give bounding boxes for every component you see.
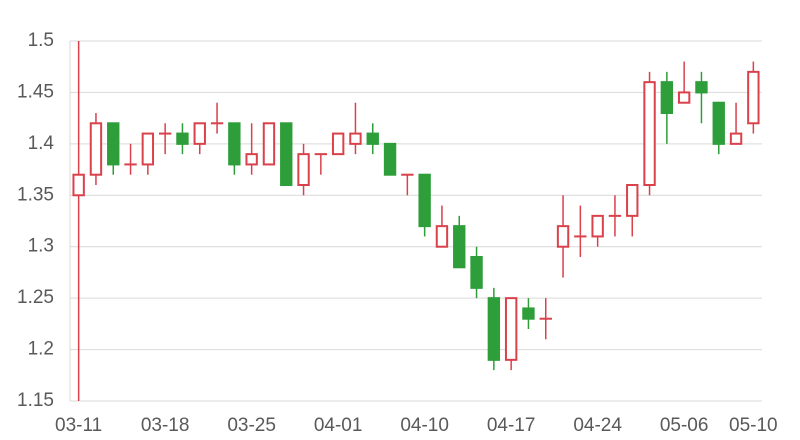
y-tick-label: 1.15 bbox=[17, 390, 54, 411]
candle-body bbox=[453, 225, 466, 269]
x-tick-label: 04-01 bbox=[314, 415, 363, 436]
candle-body bbox=[695, 81, 708, 94]
x-tick-label: 03-11 bbox=[55, 415, 102, 436]
candle-body bbox=[89, 122, 103, 176]
candle-body bbox=[141, 132, 155, 166]
y-tick-label: 1.2 bbox=[28, 339, 54, 360]
x-tick-label: 03-18 bbox=[141, 415, 190, 436]
candle-body bbox=[176, 132, 189, 145]
y-tick-label: 1.25 bbox=[17, 287, 54, 308]
x-tick-label: 04-17 bbox=[487, 415, 536, 436]
y-tick-label: 1.4 bbox=[28, 133, 55, 154]
candle-body bbox=[556, 225, 570, 248]
x-tick-label: 04-10 bbox=[400, 415, 449, 436]
y-tick-label: 1.35 bbox=[17, 184, 54, 205]
candle-body bbox=[245, 153, 258, 166]
candle-body bbox=[228, 122, 241, 166]
x-tick-label: 05-10 bbox=[729, 415, 778, 436]
candle-body bbox=[522, 307, 535, 320]
y-tick-label: 1.5 bbox=[28, 30, 54, 51]
candle-body bbox=[712, 101, 725, 145]
candle-body bbox=[660, 81, 674, 115]
candle-body bbox=[504, 297, 518, 361]
x-tick-label: 03-25 bbox=[227, 415, 276, 436]
candle-body bbox=[435, 225, 449, 248]
candle-body bbox=[107, 122, 120, 166]
candle-body bbox=[643, 81, 656, 186]
candle-body bbox=[349, 132, 362, 145]
candle-body bbox=[366, 132, 379, 145]
candle-body bbox=[626, 184, 639, 217]
x-tick-label: 05-06 bbox=[660, 415, 709, 436]
candle-body bbox=[262, 122, 276, 166]
candle-body bbox=[418, 173, 431, 228]
candle-body bbox=[747, 70, 760, 125]
candle-body bbox=[487, 297, 501, 361]
candle-body bbox=[193, 122, 206, 145]
candle-body bbox=[470, 256, 483, 289]
candle-body bbox=[297, 153, 310, 186]
candle-body bbox=[729, 132, 743, 145]
y-tick-label: 1.3 bbox=[28, 236, 54, 257]
x-tick-label: 04-24 bbox=[573, 415, 622, 436]
candle-body bbox=[591, 214, 604, 238]
candle-body bbox=[72, 173, 85, 197]
candle-body bbox=[331, 132, 345, 156]
candle-body bbox=[383, 142, 397, 176]
candle-body bbox=[677, 91, 691, 104]
candle-body bbox=[280, 122, 293, 186]
y-tick-label: 1.45 bbox=[17, 81, 54, 102]
